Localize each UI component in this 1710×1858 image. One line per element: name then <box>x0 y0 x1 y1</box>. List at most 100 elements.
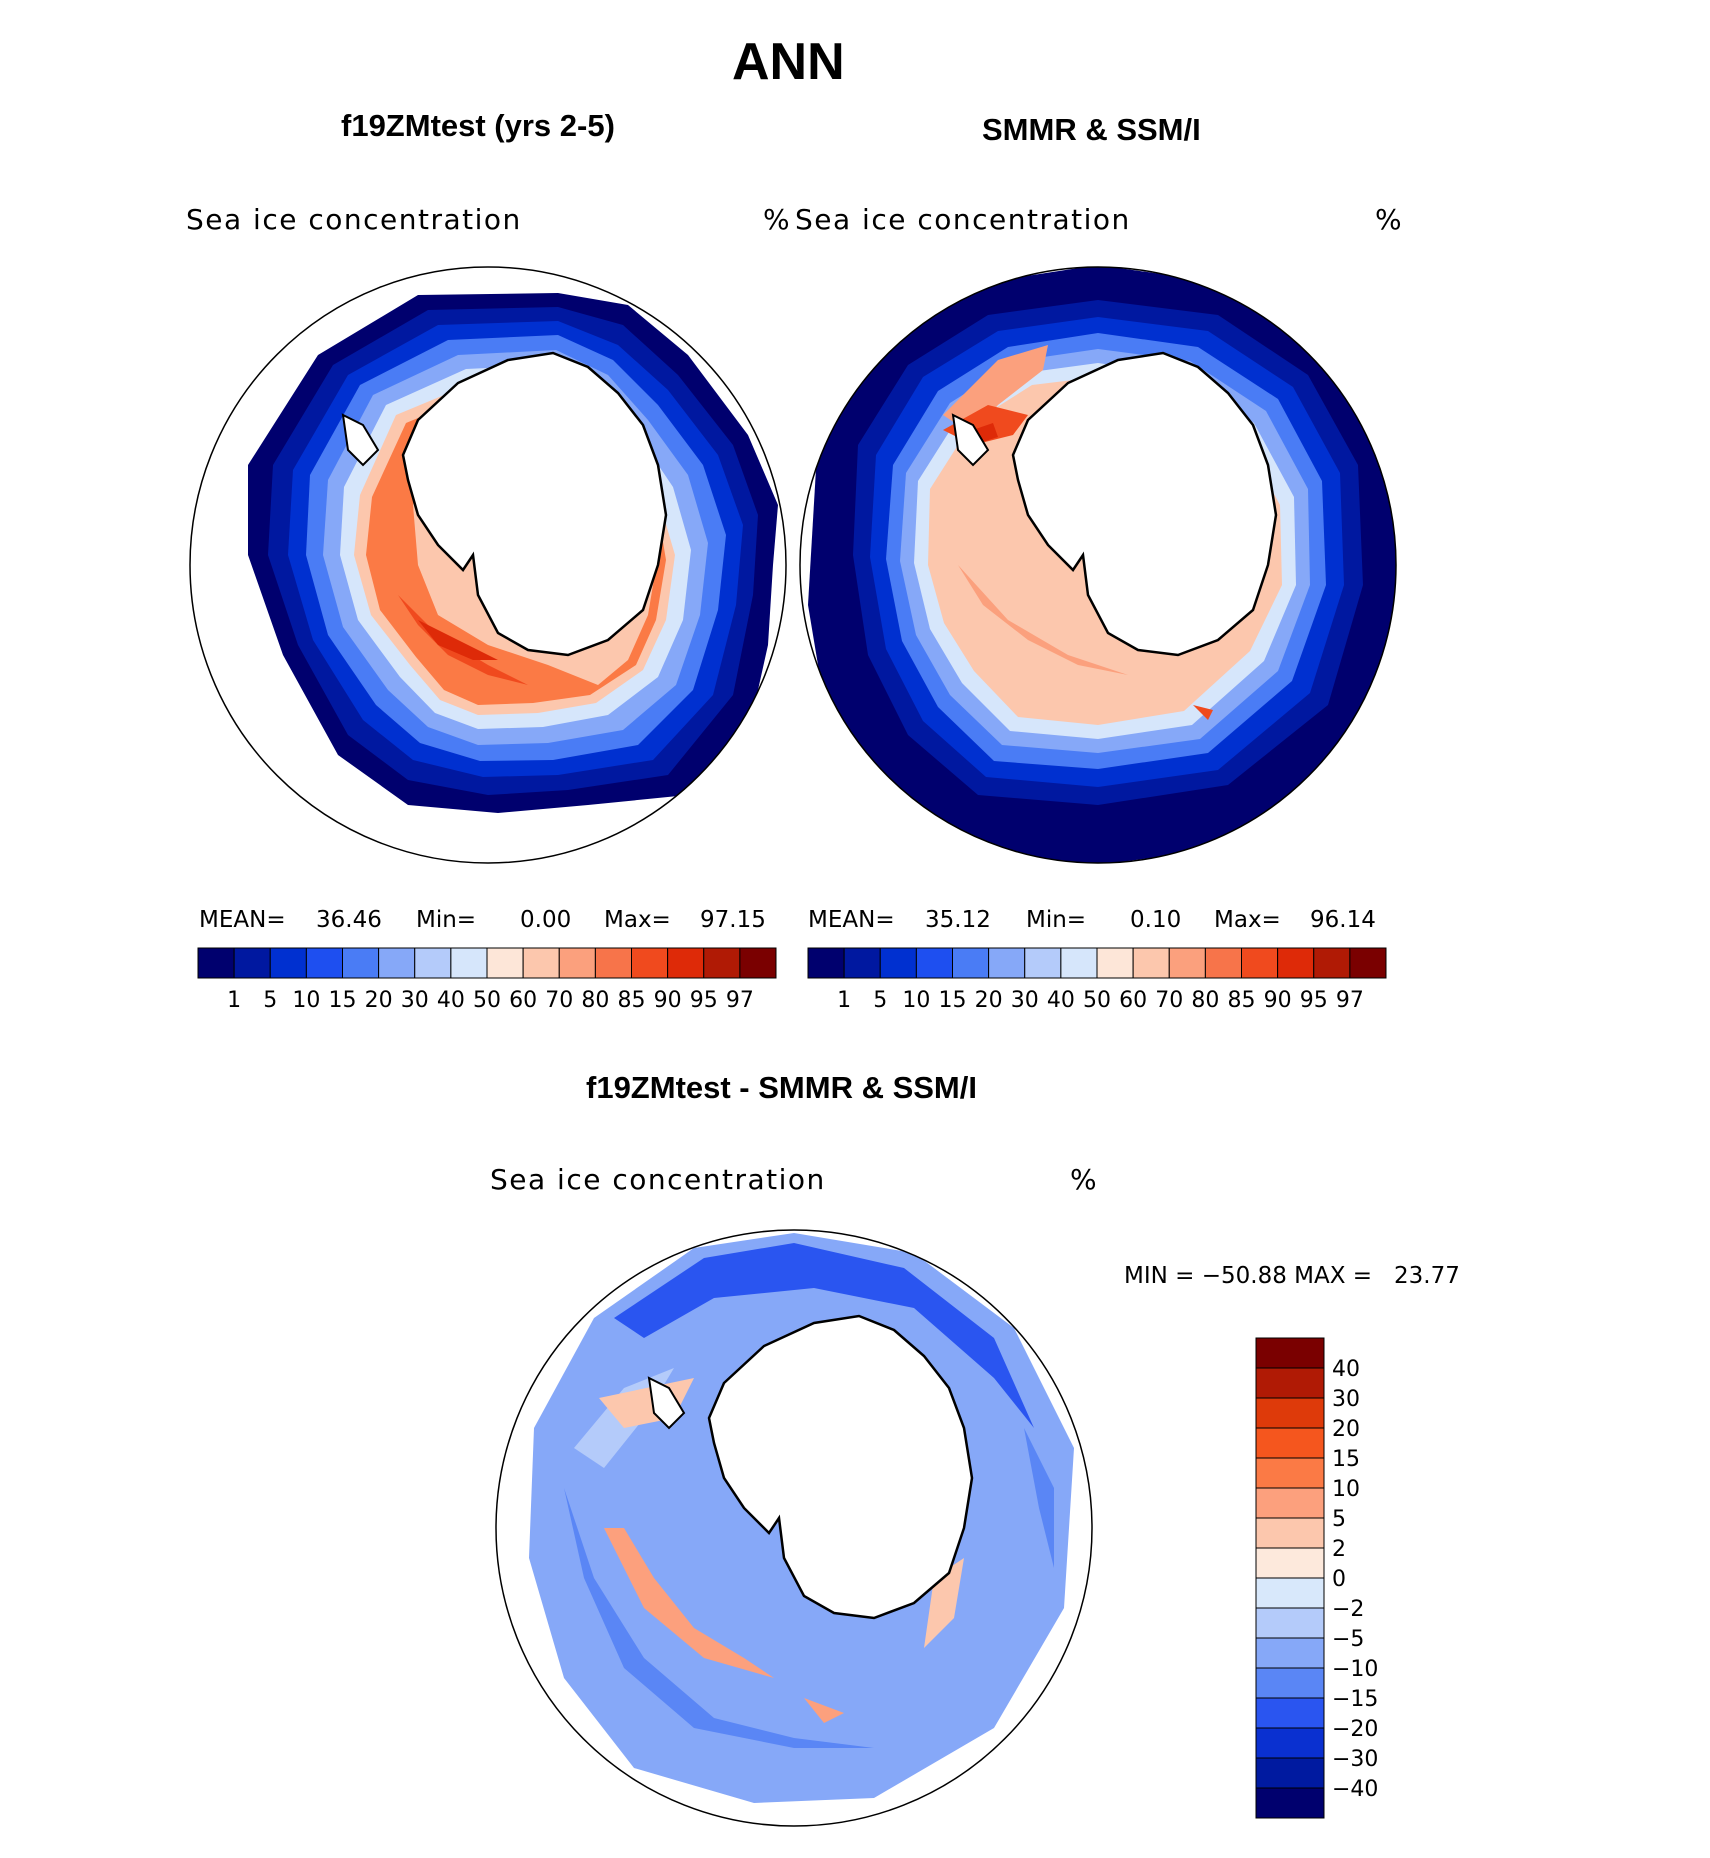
colorbar-swatch <box>1255 1367 1325 1399</box>
colorbar-swatch <box>1132 947 1170 979</box>
colorbar-tick-label: 30 <box>1332 1387 1360 1412</box>
colorbar-tick-label: 95 <box>1300 988 1328 1013</box>
panel1-min-value: 0.00 <box>520 907 572 933</box>
colorbar-tick-label: 90 <box>654 988 682 1013</box>
colorbar-swatch <box>450 947 488 979</box>
colorbar-swatch <box>1168 947 1206 979</box>
colorbar-swatch <box>522 947 560 979</box>
colorbar-swatch <box>486 947 524 979</box>
colorbar-swatch <box>739 947 777 979</box>
colorbar-tick-label: −40 <box>1332 1777 1378 1802</box>
colorbar-swatch <box>233 947 271 979</box>
colorbar-tick-label: 95 <box>690 988 718 1013</box>
colorbar-swatch <box>1255 1547 1325 1579</box>
panel2-field-label: Sea ice concentration <box>795 203 1131 236</box>
colorbar-tick-label: 40 <box>1047 988 1075 1013</box>
panel1-min-label: Min= <box>416 907 477 933</box>
colorbar-swatch <box>1255 1337 1325 1369</box>
panel2-min-label: Min= <box>1026 907 1087 933</box>
panel1-title: f19ZMtest (yrs 2-5) <box>341 108 615 143</box>
colorbar-tick-label: 15 <box>1332 1447 1360 1472</box>
colorbar-tick-label: 15 <box>939 988 967 1013</box>
colorbar-tick-label: −2 <box>1332 1597 1364 1622</box>
colorbar-swatch <box>1255 1517 1325 1549</box>
panel2-max-label: Max= <box>1214 907 1281 933</box>
colorbar-tick-label: 70 <box>1155 988 1183 1013</box>
panel2-units: % <box>1375 203 1404 236</box>
colorbar-swatch <box>414 947 452 979</box>
panel3-units: % <box>1070 1163 1099 1196</box>
colorbar-swatch <box>594 947 632 979</box>
panel1-field-label: Sea ice concentration <box>186 203 522 236</box>
colorbar-tick-label: 5 <box>263 988 277 1013</box>
colorbar-swatch <box>1255 1607 1325 1639</box>
colorbar-swatch <box>197 947 235 979</box>
colorbar-swatch <box>1096 947 1134 979</box>
colorbar-swatch <box>305 947 343 979</box>
antarctica <box>401 351 668 657</box>
colorbar-tick-label: 85 <box>1228 988 1256 1013</box>
panel1-units: % <box>763 203 792 236</box>
panel2-mean-label: MEAN= <box>808 907 895 933</box>
colorbar-swatch <box>952 947 990 979</box>
colorbar-tick-label: 5 <box>873 988 887 1013</box>
colorbar-tick-label: 97 <box>726 988 754 1013</box>
colorbar-tick-label: 10 <box>1332 1477 1360 1502</box>
panel3-title: f19ZMtest - SMMR & SSM/I <box>586 1070 977 1105</box>
colorbar-tick-label: 80 <box>581 988 609 1013</box>
colorbar-swatch <box>1024 947 1062 979</box>
colorbar-swatch <box>879 947 917 979</box>
colorbar-tick-label: 15 <box>329 988 357 1013</box>
colorbar-panel1: 1 5 10 15 20 30 40 50 60 70 80 85 90 95 97 <box>197 947 777 1013</box>
colorbar-swatch <box>1255 1787 1325 1819</box>
panel3-minmax: MIN = −50.88 MAX = 23.77 <box>1124 1263 1460 1289</box>
colorbar-tick-label: 20 <box>365 988 393 1013</box>
colorbar-tick-label: 0 <box>1332 1567 1346 1592</box>
colorbar-swatch <box>631 947 669 979</box>
colorbar-tick-label: −30 <box>1332 1747 1378 1772</box>
colorbar-tick-label: −5 <box>1332 1627 1364 1652</box>
colorbar-tick-label: 85 <box>618 988 646 1013</box>
panel1-max-value: 97.15 <box>700 907 766 933</box>
panel2-mean-value: 35.12 <box>925 907 991 933</box>
figure-title: ANN <box>732 33 845 91</box>
colorbar-swatch <box>558 947 596 979</box>
colorbar-tick-label: 20 <box>1332 1417 1360 1442</box>
colorbar-panel2: 1 5 10 15 20 30 40 50 60 70 80 85 90 95 97 <box>807 947 1387 1013</box>
colorbar-tick-label: 90 <box>1264 988 1292 1013</box>
colorbar-tick-label: 2 <box>1332 1537 1346 1562</box>
colorbar-swatch <box>342 947 380 979</box>
colorbar-swatch <box>1255 1757 1325 1789</box>
colorbar-swatch <box>667 947 705 979</box>
panel1-mean-label: MEAN= <box>199 907 286 933</box>
colorbar-tick-label: 50 <box>1083 988 1111 1013</box>
colorbar-swatch <box>1255 1637 1325 1669</box>
colorbar-swatch <box>807 947 845 979</box>
panel3-field-label: Sea ice concentration <box>490 1163 826 1196</box>
colorbar-tick-label: 70 <box>545 988 573 1013</box>
colorbar-swatch <box>1255 1457 1325 1489</box>
colorbar-tick-label: 40 <box>1332 1357 1360 1382</box>
panel1-mean-value: 36.46 <box>316 907 382 933</box>
colorbar-swatch <box>1349 947 1387 979</box>
colorbar-tick-label: 20 <box>975 988 1003 1013</box>
colorbar-swatch <box>1255 1667 1325 1699</box>
colorbar-swatch <box>1277 947 1315 979</box>
colorbar-tick-label: 1 <box>837 988 851 1013</box>
panel2-min-value: 0.10 <box>1130 907 1182 933</box>
colorbar-tick-label: 5 <box>1332 1507 1346 1532</box>
colorbar-tick-label: 50 <box>473 988 501 1013</box>
colorbar-tick-label: 10 <box>902 988 930 1013</box>
colorbar-swatch <box>1255 1487 1325 1519</box>
colorbar-swatch <box>1313 947 1351 979</box>
colorbar-swatch <box>1255 1697 1325 1729</box>
colorbar-tick-label: −20 <box>1332 1717 1378 1742</box>
colorbar-swatch <box>915 947 953 979</box>
colorbar-tick-label: 10 <box>292 988 320 1013</box>
colorbar-tick-label: 1 <box>227 988 241 1013</box>
colorbar-swatch <box>703 947 741 979</box>
panel2-max-value: 96.14 <box>1310 907 1376 933</box>
colorbar-tick-label: 30 <box>1011 988 1039 1013</box>
colorbar-swatch <box>1255 1427 1325 1459</box>
